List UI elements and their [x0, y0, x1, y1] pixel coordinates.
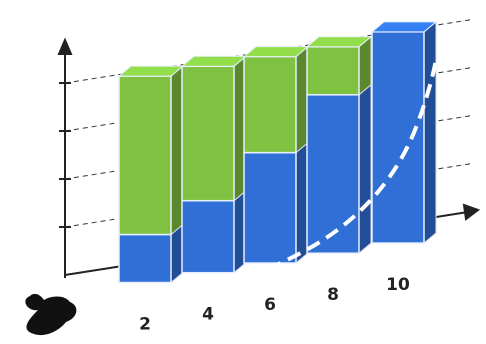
bar: [243, 151, 297, 264]
bar: [243, 55, 297, 154]
bar-side: [423, 20, 437, 245]
trend-curve: [204, 59, 438, 290]
bars: [117, 20, 438, 284]
x-tick-label: 10: [386, 275, 410, 295]
bar-top: [180, 55, 248, 67]
x-tick-label: 6: [264, 295, 276, 315]
bar: [181, 65, 235, 202]
bar: [371, 31, 425, 244]
bar-top: [305, 36, 373, 48]
bar: [118, 75, 172, 236]
bar: [306, 46, 360, 96]
x-arrow: [462, 203, 481, 221]
bar: [306, 94, 360, 254]
bar-top: [117, 65, 185, 77]
x-tick-label: 8: [327, 285, 339, 305]
bar-side: [295, 141, 309, 265]
bar-side: [170, 65, 184, 236]
bar-side: [295, 45, 309, 154]
bar-top: [370, 21, 438, 33]
bar-top: [242, 46, 310, 58]
x-tick-label: 2: [139, 315, 151, 335]
blob-icon: [25, 293, 77, 336]
bar: [118, 233, 172, 284]
bar: [181, 199, 235, 274]
bar-side: [358, 83, 372, 255]
y-arrow: [57, 37, 73, 55]
x-tick-label: 4: [202, 305, 214, 325]
